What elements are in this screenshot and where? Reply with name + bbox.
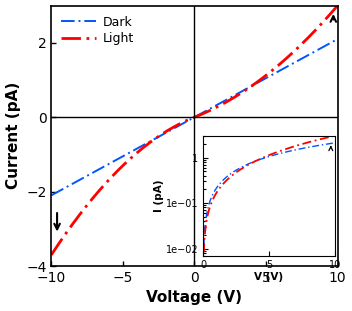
- Legend: Dark, Light: Dark, Light: [58, 12, 138, 49]
- Dark: [181, 122, 185, 125]
- Dark: [327, 42, 332, 45]
- Light: [181, 120, 185, 124]
- Light: [188, 117, 193, 121]
- Light: [327, 13, 331, 17]
- Light: [275, 65, 279, 68]
- Dark: [49, 193, 54, 197]
- Dark: [64, 185, 68, 189]
- Light: [64, 231, 68, 235]
- Light: [327, 13, 332, 17]
- Light: [49, 253, 54, 257]
- X-axis label: Voltage (V): Voltage (V): [146, 290, 243, 305]
- Dark: [335, 37, 340, 41]
- Y-axis label: Current (pA): Current (pA): [6, 82, 20, 189]
- Dark: [327, 42, 331, 45]
- Light: [335, 4, 340, 7]
- Line: Light: Light: [51, 6, 338, 255]
- Line: Dark: Dark: [51, 39, 338, 195]
- Dark: [188, 118, 193, 121]
- Dark: [275, 70, 279, 74]
